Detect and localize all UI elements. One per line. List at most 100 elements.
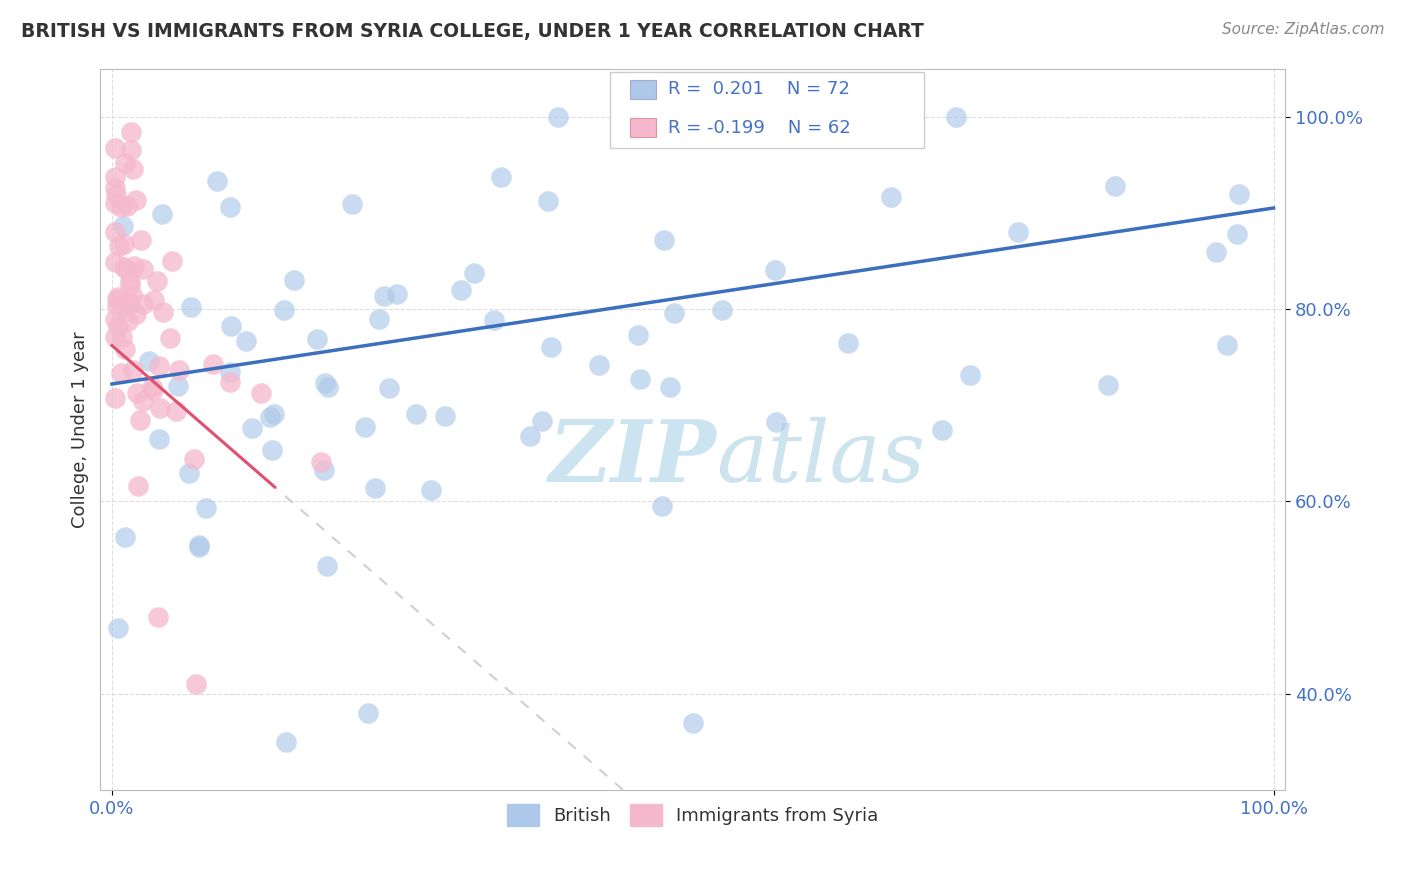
Point	[125, 307, 148, 321]
Point	[218, 365, 240, 379]
Point	[1007, 225, 1029, 239]
Point	[142, 383, 165, 397]
Point	[105, 187, 128, 202]
Point	[367, 312, 389, 326]
Point	[259, 410, 281, 425]
Point	[652, 233, 675, 247]
Point	[588, 358, 610, 372]
Point	[131, 393, 153, 408]
Point	[122, 363, 145, 377]
Point	[120, 277, 142, 292]
Y-axis label: College, Under 1 year: College, Under 1 year	[72, 331, 89, 527]
Point	[115, 199, 138, 213]
Point	[463, 266, 485, 280]
Point	[129, 413, 152, 427]
Point	[148, 609, 170, 624]
Point	[356, 706, 378, 720]
Point	[122, 259, 145, 273]
FancyBboxPatch shape	[610, 72, 924, 148]
Point	[628, 371, 651, 385]
Point	[145, 274, 167, 288]
Point	[1226, 227, 1249, 241]
Point	[305, 332, 328, 346]
Text: BRITISH VS IMMIGRANTS FROM SYRIA COLLEGE, UNDER 1 YEAR CORRELATION CHART: BRITISH VS IMMIGRANTS FROM SYRIA COLLEGE…	[21, 22, 924, 41]
Point	[531, 414, 554, 428]
Text: ZIP: ZIP	[548, 417, 717, 500]
Bar	[630, 79, 657, 99]
Point	[1205, 244, 1227, 259]
Point	[142, 293, 165, 308]
Point	[263, 408, 285, 422]
Point	[316, 379, 339, 393]
Point	[118, 295, 141, 310]
Point	[167, 363, 190, 377]
Point	[188, 538, 211, 552]
Point	[262, 442, 284, 457]
Point	[127, 479, 149, 493]
Point	[931, 423, 953, 437]
Point	[314, 462, 336, 476]
Point	[132, 296, 155, 310]
Point	[132, 262, 155, 277]
Point	[405, 407, 427, 421]
Point	[880, 190, 903, 204]
Text: Source: ZipAtlas.com: Source: ZipAtlas.com	[1222, 22, 1385, 37]
Point	[219, 201, 242, 215]
Bar	[630, 118, 657, 137]
Point	[110, 200, 132, 214]
Point	[160, 254, 183, 268]
Point	[117, 314, 139, 328]
Point	[658, 380, 681, 394]
Point	[188, 540, 211, 554]
Point	[120, 143, 142, 157]
Point	[104, 195, 127, 210]
Point	[104, 225, 127, 239]
Point	[1227, 186, 1250, 201]
Point	[250, 385, 273, 400]
Point	[450, 283, 472, 297]
Point	[127, 386, 149, 401]
Point	[364, 482, 387, 496]
Text: R = -0.199    N = 62: R = -0.199 N = 62	[668, 119, 851, 136]
Point	[489, 169, 512, 184]
Point	[179, 466, 201, 480]
Point	[107, 319, 129, 334]
Point	[165, 404, 187, 418]
Point	[105, 293, 128, 307]
Point	[519, 429, 541, 443]
Point	[537, 194, 560, 208]
Point	[104, 170, 127, 185]
Point	[1216, 337, 1239, 351]
Point	[107, 621, 129, 635]
Point	[129, 233, 152, 247]
Text: R =  0.201    N = 72: R = 0.201 N = 72	[668, 80, 849, 98]
Point	[651, 499, 673, 513]
Point	[373, 289, 395, 303]
Point	[235, 334, 257, 349]
Point	[202, 357, 225, 371]
Point	[107, 290, 129, 304]
Point	[340, 197, 363, 211]
Point	[283, 273, 305, 287]
Point	[205, 174, 228, 188]
Point	[112, 260, 135, 274]
Point	[114, 342, 136, 356]
Point	[433, 409, 456, 424]
Point	[167, 379, 190, 393]
Point	[110, 366, 132, 380]
Point	[763, 263, 786, 277]
Point	[378, 381, 401, 395]
Point	[959, 368, 981, 382]
Point	[115, 262, 138, 277]
Point	[240, 421, 263, 435]
Point	[104, 392, 127, 406]
Point	[152, 305, 174, 319]
Point	[276, 735, 298, 749]
Point	[110, 330, 132, 344]
Point	[104, 330, 127, 344]
Point	[219, 319, 242, 334]
Point	[354, 419, 377, 434]
Legend: British, Immigrants from Syria: British, Immigrants from Syria	[498, 795, 887, 835]
Point	[316, 558, 339, 573]
Point	[141, 380, 163, 394]
